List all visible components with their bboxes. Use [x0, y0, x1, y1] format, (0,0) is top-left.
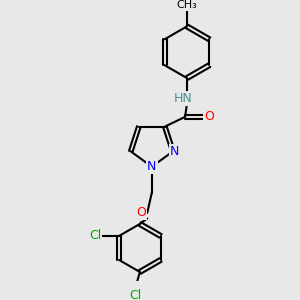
- Text: O: O: [204, 110, 214, 123]
- Text: CH₃: CH₃: [177, 0, 197, 10]
- Text: N: N: [147, 160, 157, 173]
- Text: O: O: [136, 206, 146, 219]
- Text: HN: HN: [174, 92, 193, 105]
- Text: N: N: [170, 145, 179, 158]
- Text: Cl: Cl: [129, 290, 141, 300]
- Text: Cl: Cl: [89, 230, 101, 242]
